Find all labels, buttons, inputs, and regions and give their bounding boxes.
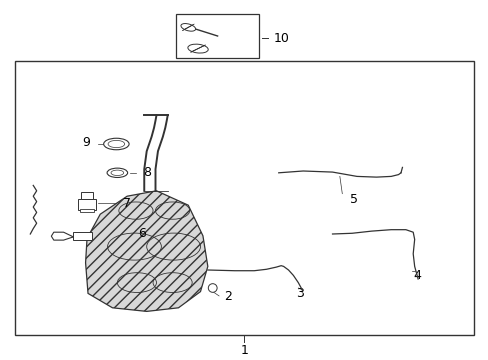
Text: 4: 4 <box>412 269 420 282</box>
Polygon shape <box>85 191 207 311</box>
Ellipse shape <box>103 138 129 150</box>
Bar <box>15 61 473 335</box>
Ellipse shape <box>181 23 195 31</box>
Bar <box>80 209 94 212</box>
Bar <box>176 14 259 58</box>
Text: 5: 5 <box>349 193 357 206</box>
Text: 10: 10 <box>273 32 289 45</box>
Bar <box>78 199 96 210</box>
Text: 2: 2 <box>224 291 231 303</box>
Text: 1: 1 <box>240 344 248 357</box>
Text: 6: 6 <box>138 227 146 240</box>
Bar <box>81 192 93 199</box>
Ellipse shape <box>208 284 217 292</box>
Text: 3: 3 <box>295 287 303 300</box>
Bar <box>73 232 92 240</box>
Text: 7: 7 <box>123 197 131 210</box>
Text: 8: 8 <box>142 166 150 179</box>
Ellipse shape <box>187 44 208 53</box>
Ellipse shape <box>107 168 127 177</box>
Text: 9: 9 <box>82 136 90 149</box>
